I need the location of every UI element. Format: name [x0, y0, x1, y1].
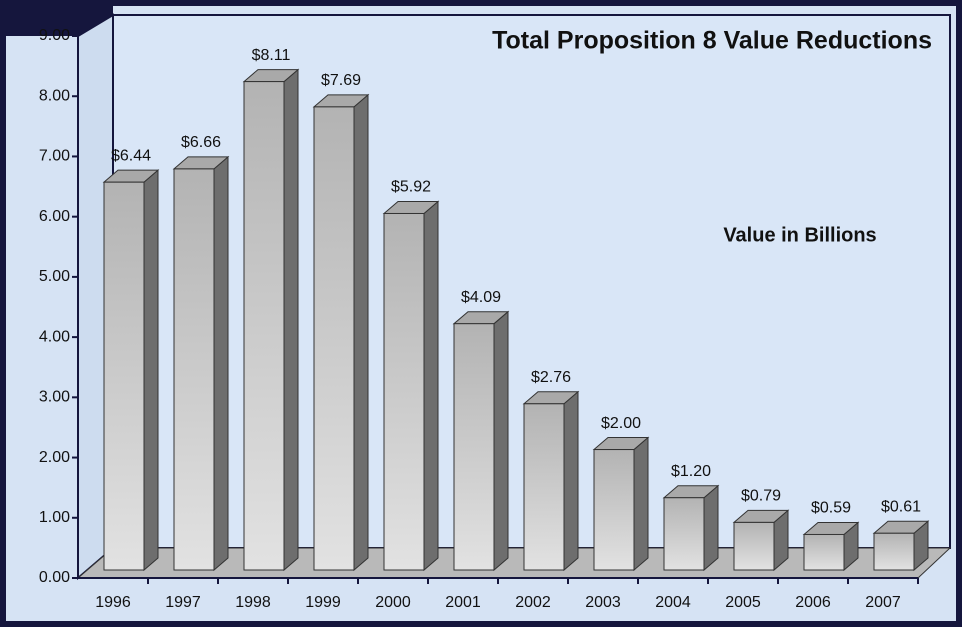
y-tick-label: 6.00	[39, 208, 70, 225]
y-tick-label: 9.00	[39, 27, 70, 44]
bar	[453, 323, 495, 571]
value-label: $2.00	[601, 415, 641, 432]
value-label: $8.11	[252, 47, 291, 64]
x-tick-label: 2002	[515, 594, 551, 611]
bar	[663, 497, 705, 571]
x-tick-label: 2006	[795, 594, 831, 611]
x-tick-label: 1996	[95, 594, 131, 611]
y-tick-label: 4.00	[39, 328, 70, 345]
value-label: $0.79	[741, 488, 781, 505]
value-label: $6.66	[181, 134, 221, 151]
value-label: $5.92	[391, 179, 431, 196]
value-label: $2.76	[531, 369, 571, 386]
y-tick-label: 1.00	[39, 509, 70, 526]
value-label: $7.69	[321, 72, 361, 89]
bar	[383, 212, 425, 571]
y-tick-label: 0.00	[39, 569, 70, 586]
bar	[593, 449, 635, 571]
bar-side	[143, 169, 159, 572]
bar	[523, 403, 565, 571]
chart-title: Total Proposition 8 Value Reductions	[492, 27, 932, 55]
y-tick-label: 2.00	[39, 449, 70, 466]
value-label: $6.44	[111, 147, 151, 164]
bar-side	[213, 155, 229, 572]
x-tick-label: 2001	[445, 594, 481, 611]
bar-side	[703, 484, 719, 572]
bar-side	[563, 390, 579, 572]
x-tick-label: 2003	[585, 594, 621, 611]
x-tick-label: 1997	[165, 594, 201, 611]
value-label: $1.20	[671, 463, 711, 480]
y-tick-label: 8.00	[39, 87, 70, 104]
bar	[733, 521, 775, 571]
value-label: $0.59	[811, 500, 851, 517]
bar	[103, 181, 145, 571]
y-tick-label: 5.00	[39, 268, 70, 285]
chart-subtitle: Value in Billions	[723, 224, 876, 246]
x-tick-label: 1998	[235, 594, 271, 611]
value-label: $0.61	[881, 498, 921, 515]
value-label: $4.09	[461, 289, 501, 306]
y-tick-label: 3.00	[39, 389, 70, 406]
bar-side	[283, 68, 299, 572]
x-tick-label: 2004	[655, 594, 691, 611]
bar-side	[633, 436, 649, 572]
bar	[313, 106, 355, 571]
bar-side	[493, 310, 509, 572]
bar	[873, 532, 915, 571]
y-tick-label: 7.00	[39, 148, 70, 165]
bar-side	[423, 200, 439, 572]
bar	[243, 81, 285, 571]
x-tick-label: 1999	[305, 594, 341, 611]
x-tick-label: 2000	[375, 594, 411, 611]
bar	[173, 168, 215, 571]
bar	[803, 533, 845, 571]
bar-side	[353, 93, 369, 572]
x-tick-label: 2005	[725, 594, 761, 611]
corner	[6, 6, 113, 36]
x-tick-label: 2007	[865, 594, 901, 611]
